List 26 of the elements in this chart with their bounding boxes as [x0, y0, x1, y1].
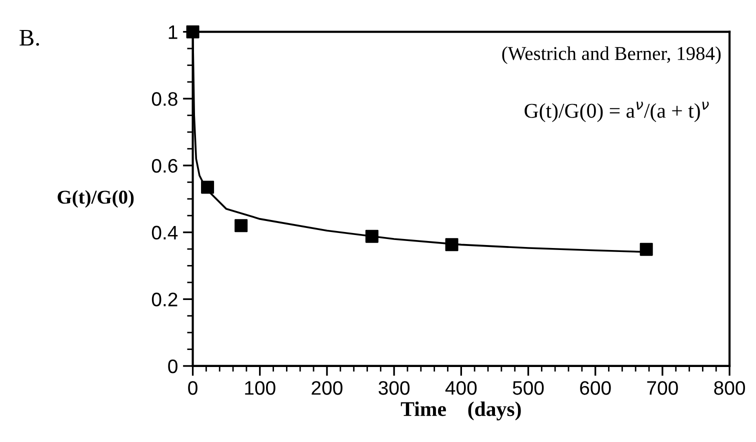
x-tick-label: 800 — [714, 381, 745, 395]
x-tick-label: 200 — [312, 381, 342, 395]
x-tick-label: 0 — [188, 381, 198, 395]
y-tick-label: 0.2 — [152, 292, 178, 306]
point — [640, 242, 653, 256]
x-tick-label: 600 — [580, 381, 611, 395]
y-tick-label: 0.4 — [152, 226, 178, 240]
x-tick-label: 100 — [245, 381, 276, 395]
y-tick-label: 0 — [168, 359, 178, 374]
point — [445, 238, 458, 252]
y-tick-label: 1 — [168, 25, 178, 39]
point — [201, 180, 214, 194]
point — [234, 219, 248, 232]
y-axis-title: G(t)/G(0) — [58, 190, 134, 208]
x-tick-label: 700 — [647, 381, 678, 395]
y-tick-label: 0.8 — [152, 92, 178, 106]
text: B. — [20, 30, 39, 46]
point — [186, 25, 200, 38]
y-tick-label: 0.6 — [152, 158, 178, 173]
annotation: G(t)/G(0) = a$^{ν}$/(a + t)$^{ν}$ — [524, 102, 709, 122]
x-tick-label: 500 — [512, 381, 544, 395]
x-tick-label: 400 — [445, 381, 477, 395]
x-axis-title: Time (days) — [400, 401, 521, 420]
point — [365, 230, 378, 243]
x-tick-label: 300 — [378, 381, 410, 395]
annotation: (Westrich and Berner, 1984) — [502, 46, 721, 64]
